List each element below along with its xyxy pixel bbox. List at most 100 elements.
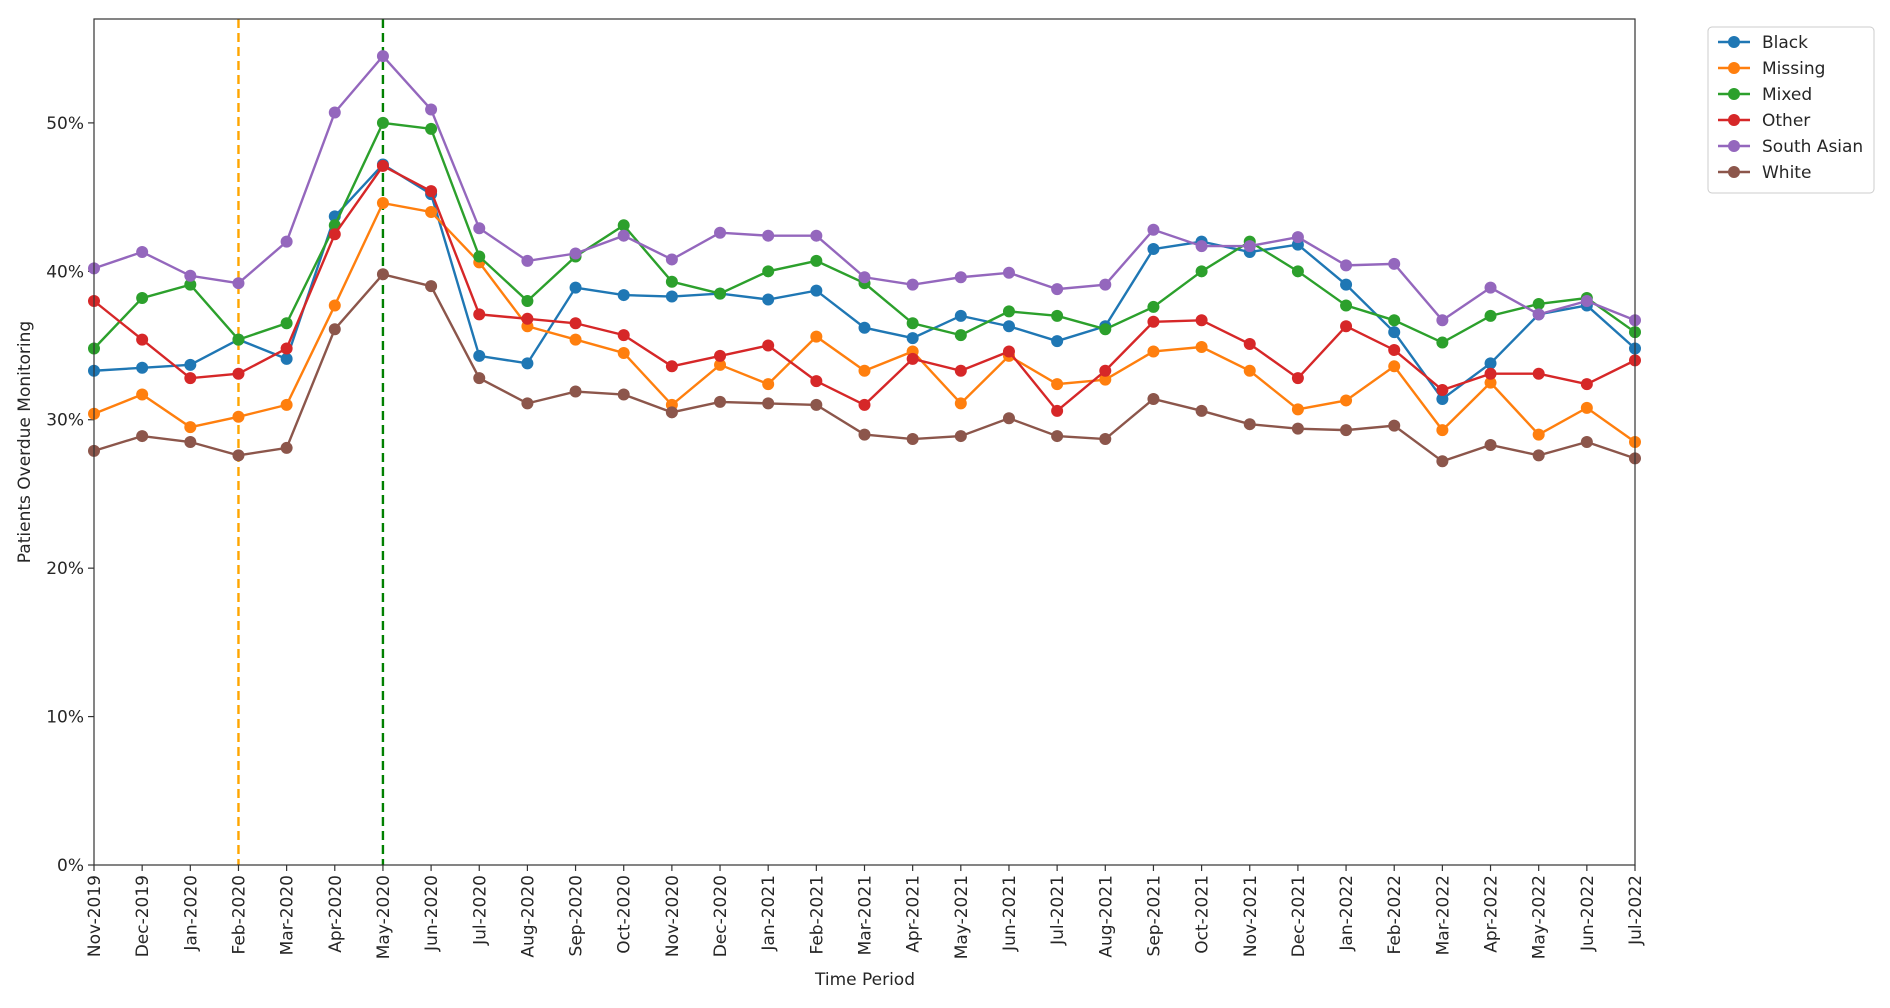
x-tick-label: Jul-2020	[470, 875, 490, 946]
data-point	[810, 375, 823, 388]
y-tick-label: 30%	[46, 411, 84, 431]
data-point	[858, 398, 871, 411]
data-point	[1388, 326, 1401, 339]
legend-label: South Asian	[1762, 137, 1863, 157]
data-point	[1099, 323, 1112, 336]
data-point	[280, 441, 293, 454]
data-point	[665, 290, 678, 303]
x-tick-label: Nov-2019	[85, 875, 105, 957]
data-point	[1340, 259, 1353, 272]
data-point	[1291, 265, 1304, 278]
data-point	[762, 293, 775, 306]
data-point	[1580, 436, 1593, 448]
data-point	[1195, 240, 1208, 253]
y-tick-label: 40%	[46, 262, 84, 282]
x-tick-label: Dec-2020	[711, 875, 731, 957]
data-point	[617, 329, 630, 342]
data-point	[569, 247, 582, 260]
data-point	[1340, 278, 1353, 291]
legend-marker	[1728, 36, 1740, 48]
data-point	[1436, 336, 1449, 349]
x-tick-label: Jan-2022	[1337, 875, 1357, 952]
x-tick-label: Sep-2020	[567, 875, 587, 956]
data-point	[280, 352, 293, 365]
data-point	[1051, 430, 1064, 443]
data-point	[665, 406, 678, 419]
data-point	[1099, 373, 1112, 386]
data-point	[1195, 341, 1208, 354]
x-tick-label: May-2022	[1530, 875, 1550, 959]
data-point	[473, 250, 486, 263]
data-point	[376, 116, 389, 129]
x-tick-label: Nov-2020	[663, 875, 683, 957]
data-point	[810, 398, 823, 411]
data-point	[232, 449, 245, 462]
x-tick-label: Jan-2020	[181, 875, 201, 952]
data-point	[376, 159, 389, 172]
data-point	[473, 372, 486, 385]
data-point	[1436, 455, 1449, 468]
data-point	[1388, 343, 1401, 356]
data-point	[1051, 335, 1064, 348]
x-tick-label: Apr-2021	[904, 875, 924, 953]
data-point	[762, 265, 775, 278]
data-point	[1243, 338, 1256, 351]
data-point	[762, 397, 775, 410]
x-tick-label: Apr-2022	[1482, 875, 1502, 953]
x-tick-label: Aug-2020	[518, 875, 538, 958]
data-point	[1484, 367, 1497, 380]
x-tick-label: Mar-2022	[1433, 875, 1453, 955]
data-point	[1436, 392, 1449, 405]
x-tick-label: Feb-2020	[229, 875, 249, 955]
data-point	[762, 378, 775, 391]
data-point	[376, 268, 389, 281]
data-point	[1147, 223, 1160, 236]
data-point	[569, 385, 582, 398]
data-point	[617, 289, 630, 302]
data-point	[1291, 372, 1304, 385]
x-tick-label: Jun-2021	[1000, 875, 1020, 952]
data-point	[473, 222, 486, 235]
y-tick-label: 50%	[46, 114, 84, 134]
data-point	[425, 103, 438, 116]
data-point	[136, 361, 149, 374]
data-point	[906, 332, 919, 345]
data-point	[473, 308, 486, 321]
data-point	[1580, 401, 1593, 414]
data-point	[184, 269, 197, 282]
x-tick-label: Oct-2020	[615, 875, 635, 954]
data-point	[1002, 266, 1015, 279]
legend-label: Black	[1762, 33, 1808, 53]
legend-marker	[1728, 62, 1740, 74]
data-point	[1195, 404, 1208, 417]
data-point	[1532, 308, 1545, 321]
x-tick-label: Dec-2021	[1289, 875, 1309, 957]
data-point	[1484, 281, 1497, 294]
data-point	[906, 317, 919, 330]
legend-label: White	[1762, 163, 1811, 183]
data-point	[473, 349, 486, 362]
data-point	[617, 219, 630, 232]
data-point	[184, 278, 197, 291]
legend-marker	[1728, 114, 1740, 126]
x-tick-label: Jan-2021	[759, 875, 779, 952]
x-tick-label: Oct-2021	[1193, 875, 1213, 954]
data-point	[328, 299, 341, 312]
legend-marker	[1728, 88, 1740, 100]
y-tick-label: 20%	[46, 559, 84, 579]
x-tick-label: Mar-2020	[278, 875, 298, 955]
x-tick-label: Feb-2022	[1385, 875, 1405, 955]
data-point	[1243, 418, 1256, 431]
data-point	[232, 333, 245, 346]
data-point	[906, 278, 919, 291]
x-tick-label: Jun-2020	[422, 875, 442, 952]
data-point	[1195, 265, 1208, 278]
data-point	[184, 421, 197, 434]
y-tick-label: 10%	[46, 708, 84, 728]
data-point	[328, 228, 341, 241]
data-point	[617, 229, 630, 242]
data-point	[1484, 357, 1497, 370]
legend-label: Other	[1762, 111, 1810, 131]
data-point	[617, 346, 630, 359]
